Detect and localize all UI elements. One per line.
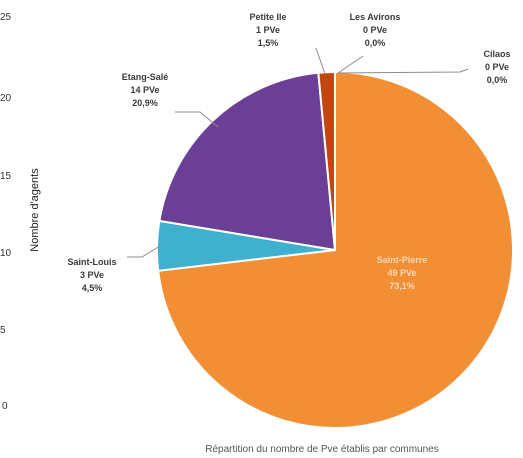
label-etang-sale-pct: 20,9% <box>132 98 158 108</box>
label-les-avirons-pct: 0,0% <box>365 38 386 48</box>
pie-slices <box>156 70 514 429</box>
label-cilaos-name: Cilaos <box>483 49 510 59</box>
label-saint-louis-pct: 4,5% <box>82 283 103 293</box>
y-axis-label: Nombre d'agents <box>29 168 41 252</box>
label-les-avirons-count: 0 PVe <box>363 25 387 35</box>
y-tick: 25 <box>0 12 12 23</box>
label-cilaos-count: 0 PVe <box>485 62 509 72</box>
slice-labels: Saint-Louis 3 PVe 4,5% Etang-Salé 14 PVe… <box>68 12 511 293</box>
label-saint-pierre-count: 49 PVe <box>387 268 416 278</box>
chart-caption: Répartition du nombre de Pve établis par… <box>205 444 438 455</box>
label-saint-louis-count: 3 PVe <box>80 270 104 280</box>
label-etang-sale-name: Etang-Salé <box>122 72 169 82</box>
label-les-avirons-name: Les Avirons <box>350 12 401 22</box>
label-petite-ile-name: Petite Ile <box>249 12 286 22</box>
y-tick: 0 <box>2 401 8 412</box>
leader-line-etang-sale <box>175 111 219 128</box>
label-saint-louis-name: Saint-Louis <box>68 257 117 267</box>
leader-line-petite-ile <box>315 47 326 75</box>
label-saint-pierre-pct: 73,1% <box>389 281 415 291</box>
label-etang-sale-count: 14 PVe <box>130 85 159 95</box>
y-axis-ticks: 25 20 15 10 5 0 <box>0 12 12 412</box>
label-petite-ile-count: 1 PVe <box>256 25 280 35</box>
leader-line-cilaos <box>337 68 469 74</box>
leader-line-saint-louis <box>127 245 161 258</box>
label-saint-pierre-name: Saint-Pierre <box>377 255 428 265</box>
y-tick: 5 <box>0 325 6 336</box>
y-tick: 10 <box>0 248 12 259</box>
y-tick: 15 <box>0 171 12 182</box>
pie-slice-etang-sale <box>158 71 337 252</box>
label-petite-ile-pct: 1,5% <box>258 38 279 48</box>
y-tick: 20 <box>0 93 12 104</box>
leader-lines <box>127 47 469 258</box>
leader-line-les-avirons <box>337 55 364 74</box>
label-cilaos-pct: 0,0% <box>487 75 508 85</box>
